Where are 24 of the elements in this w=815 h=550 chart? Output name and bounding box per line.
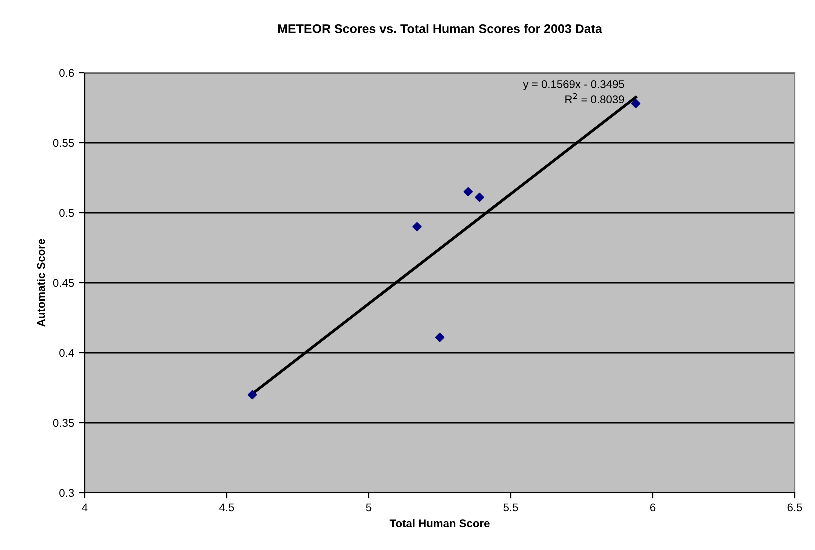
x-tick-label: 5.5: [504, 504, 518, 512]
y-tick-label: 0.6: [60, 69, 74, 78]
x-tick-label: 4: [82, 504, 88, 512]
x-tick-label: 6: [650, 504, 656, 512]
x-tick-label: 5: [366, 504, 372, 512]
y-tick-label: 0.35: [53, 419, 74, 428]
y-tick-label: 0.3: [60, 489, 74, 498]
y-tick-label: 0.55: [53, 139, 74, 148]
y-tick-label: 0.45: [53, 279, 74, 288]
y-tick-label: 0.4: [60, 349, 74, 358]
chart-title: METEOR Scores vs. Total Human Scores for 2003 Data: [278, 24, 603, 34]
point: [631, 99, 641, 108]
y-tick-label: 0.5: [60, 209, 74, 218]
point: [464, 187, 474, 197]
annotation: R$^{2}$ = 0.8039: [566, 93, 624, 104]
x-axis-title: Total Human Score: [390, 519, 490, 528]
point: [475, 192, 484, 202]
point: [435, 332, 445, 342]
point: [248, 390, 258, 400]
annotation: y = 0.1569x - 0.3495: [523, 80, 624, 91]
x-tick-label: 6.5: [788, 504, 802, 512]
y-axis-title: Automatic Score: [37, 239, 46, 327]
point: [412, 222, 422, 232]
x-tick-label: 4.5: [220, 504, 234, 512]
